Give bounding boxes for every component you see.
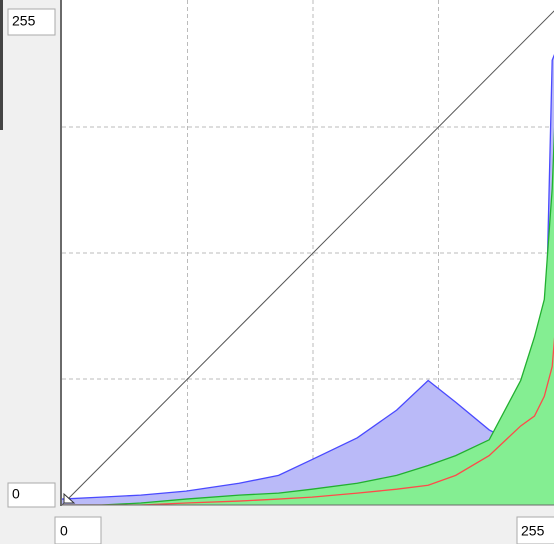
plot (62, 0, 554, 505)
x-max-box[interactable] (516, 516, 554, 544)
histogram-line (62, 336, 554, 505)
histogram-area (62, 143, 554, 505)
x-min-box[interactable] (54, 516, 102, 544)
curve-line (62, 10, 554, 505)
edge-bar (0, 0, 3, 130)
x-tick-label: 255 (521, 523, 545, 539)
y-tick-label: 0 (12, 486, 20, 502)
histogram-line (62, 126, 554, 505)
x-tick-label: 0 (60, 523, 68, 539)
y-max-box[interactable] (7, 8, 56, 36)
y-min-box[interactable] (7, 482, 56, 508)
y-tick-label: 255 (12, 13, 36, 29)
histogram-area (62, 55, 554, 505)
origin-handle[interactable] (63, 492, 76, 504)
